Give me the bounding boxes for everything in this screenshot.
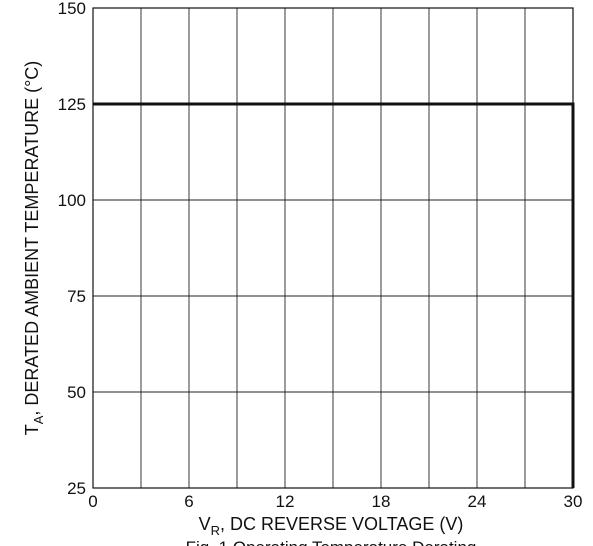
x-tick-label: 12 (276, 492, 295, 511)
y-tick-label: 100 (58, 191, 86, 210)
x-tick-label: 24 (468, 492, 487, 511)
x-tick-label: 0 (88, 492, 97, 511)
y-axis-title: TA, DERATED AMBIENT TEMPERATURE (°C) (22, 61, 46, 436)
x-tick-labels: 0 6 12 18 24 30 (88, 492, 582, 511)
y-tick-label: 75 (67, 287, 86, 306)
derating-curve (93, 102, 575, 488)
y-tick-label: 125 (58, 95, 86, 114)
y-tick-label: 150 (58, 0, 86, 18)
y-tick-label: 25 (67, 479, 86, 498)
figure-caption: Fig. 1 Operating Temperature Derating (186, 538, 477, 546)
y-tick-labels: 25 50 75 100 125 150 (58, 0, 86, 498)
series-group (93, 102, 575, 488)
x-tick-label: 30 (564, 492, 583, 511)
x-axis-title: VR, DC REVERSE VOLTAGE (V) (199, 514, 464, 538)
y-tick-label: 50 (67, 383, 86, 402)
x-tick-label: 18 (372, 492, 391, 511)
x-tick-label: 6 (184, 492, 193, 511)
